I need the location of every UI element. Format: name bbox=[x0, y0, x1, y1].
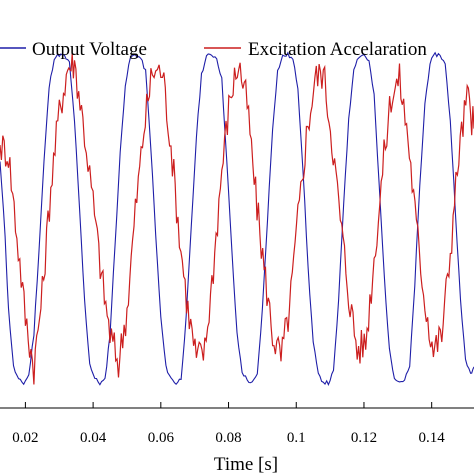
legend: Output Voltage Excitation Accelaration bbox=[0, 39, 427, 60]
x-tick-label: 0.12 bbox=[351, 430, 377, 446]
x-tick-label: 0.1 bbox=[287, 430, 306, 446]
legend-label-excitation-accelaration: Excitation Accelaration bbox=[248, 39, 427, 60]
series-line-output-voltage bbox=[0, 51, 474, 386]
series-line-excitation-accelaration bbox=[0, 53, 474, 385]
legend-label-output-voltage: Output Voltage bbox=[32, 39, 147, 60]
x-tick-label: 0.06 bbox=[148, 430, 175, 446]
x-axis-title: Time [s] bbox=[214, 454, 278, 474]
x-tick-label: 0.02 bbox=[12, 430, 38, 446]
plot-area bbox=[0, 51, 474, 409]
x-axis-ticks: 0.02 0.04 0.06 0.08 0.1 0.12 0.14 bbox=[12, 402, 445, 446]
x-tick-label: 0.04 bbox=[80, 430, 107, 446]
x-tick-label: 0.14 bbox=[419, 430, 446, 446]
x-tick-label: 0.08 bbox=[215, 430, 241, 446]
